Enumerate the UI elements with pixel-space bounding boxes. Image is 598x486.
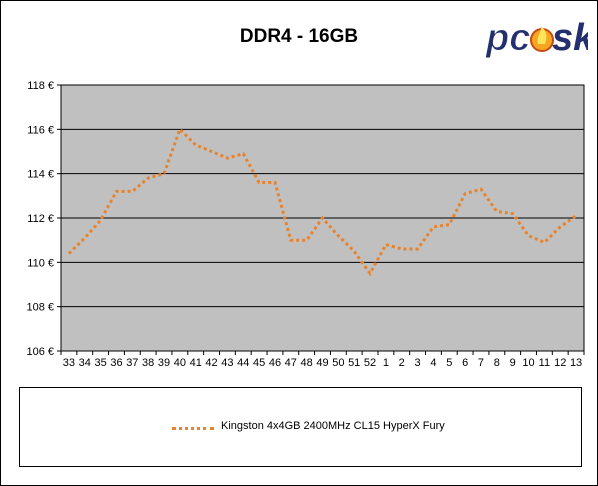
y-tick-label: 112 € [27,213,54,225]
x-tick-label: 41 [190,357,202,369]
x-axis: 33 34 35 36 37 38 39 40 41 42 43 44 45 46 47 48 49 50 51 52… [60,351,585,369]
x-tick-label: 34 [79,357,91,369]
legend: Kingston 4x4GB 2400MHz CL15 HyperX Fury [19,387,582,467]
x-tick-label: 36 [110,357,122,369]
pcosk-logo: pc sk [485,17,589,60]
x-tick-label: 10 [522,357,534,369]
y-tick-label: 108 € [26,302,54,314]
x-tick-label: 6 [462,357,468,369]
x-tick-label: 4 [430,357,436,369]
series-line [67,126,577,277]
x-tick-label: 47 [285,357,297,369]
svg-text:sk: sk [552,17,588,59]
svg-text:pc: pc [485,17,530,59]
y-tick-label: 118 € [27,80,54,92]
x-tick-label: 49 [316,357,328,369]
x-tick-label: 51 [348,357,360,369]
legend-swatch [172,427,214,430]
x-tick-label: 52 [364,357,376,369]
y-tick-label: 114 € [27,169,54,181]
x-tick-label: 12 [554,357,566,369]
y-axis: 106 € 108 € 110 € 112 € 114 € 116 € 118 € [26,80,61,358]
x-tick-label: 2 [399,357,405,369]
x-tick-label: 1 [383,357,389,369]
chart-title: DDR4 - 16GB [239,26,359,47]
y-tick-label: 110 € [27,257,54,269]
x-tick-label: 45 [253,357,265,369]
x-tick-label: 50 [332,357,344,369]
x-tick-label: 7 [478,357,484,369]
y-tick-label: 116 € [27,124,54,136]
x-tick-label: 8 [494,357,500,369]
x-tick-label: 35 [94,357,106,369]
x-tick-label: 5 [446,357,452,369]
x-tick-label: 33 [63,357,75,369]
x-tick-label: 9 [510,357,516,369]
legend-label: Kingston 4x4GB 2400MHz CL15 HyperX Fury [221,420,445,432]
x-tick-label: 42 [205,357,217,369]
x-tick-label: 46 [269,357,281,369]
y-tick-label: 106 € [26,346,54,358]
x-tick-label: 40 [174,357,186,369]
x-tick-label: 44 [237,357,249,369]
x-tick-label: 48 [301,357,313,369]
series-layer [67,126,577,277]
x-tick-label: 3 [415,357,421,369]
x-tick-label: 43 [221,357,233,369]
x-tick-label: 39 [158,357,170,369]
x-tick-label: 11 [539,357,550,369]
x-tick-label: 13 [570,357,582,369]
x-tick-label: 37 [126,357,138,369]
x-tick-label: 38 [142,357,154,369]
